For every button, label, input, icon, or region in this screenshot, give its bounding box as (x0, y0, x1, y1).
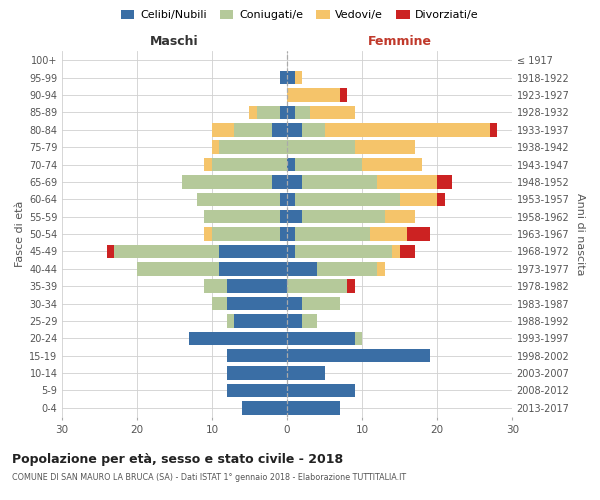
Bar (220, 140, 287, 154)
Bar (355, 140, 415, 154)
Bar (212, 158, 287, 172)
Bar (295, 158, 362, 172)
Bar (310, 106, 355, 119)
Bar (220, 244, 287, 258)
Bar (287, 175, 302, 188)
Bar (257, 106, 280, 119)
Bar (287, 228, 295, 241)
Bar (280, 106, 287, 119)
Bar (295, 71, 302, 85)
Bar (227, 366, 287, 380)
Bar (287, 332, 355, 345)
Bar (205, 210, 280, 224)
Bar (400, 192, 437, 206)
Bar (212, 140, 220, 154)
Bar (287, 297, 302, 310)
Bar (362, 158, 422, 172)
Bar (287, 314, 302, 328)
Text: Popolazione per età, sesso e stato civile - 2018: Popolazione per età, sesso e stato civil… (12, 452, 343, 466)
Bar (370, 228, 407, 241)
Bar (287, 192, 295, 206)
Bar (347, 280, 355, 293)
Bar (287, 106, 295, 119)
Bar (437, 175, 452, 188)
Bar (287, 158, 295, 172)
Bar (227, 280, 287, 293)
Bar (287, 88, 340, 102)
Bar (377, 175, 437, 188)
Bar (287, 366, 325, 380)
Bar (407, 228, 430, 241)
Bar (114, 244, 220, 258)
Bar (280, 71, 287, 85)
Bar (212, 228, 280, 241)
Bar (377, 262, 385, 276)
Bar (280, 228, 287, 241)
Bar (235, 314, 287, 328)
Bar (212, 123, 235, 136)
Bar (205, 228, 212, 241)
Bar (235, 123, 272, 136)
Bar (227, 384, 287, 397)
Bar (287, 210, 302, 224)
Bar (227, 297, 287, 310)
Bar (272, 123, 287, 136)
Bar (287, 244, 295, 258)
Bar (220, 262, 287, 276)
Bar (182, 175, 272, 188)
Bar (400, 244, 415, 258)
Bar (287, 349, 430, 362)
Bar (197, 192, 280, 206)
Bar (287, 140, 355, 154)
Y-axis label: Fasce di età: Fasce di età (15, 201, 25, 267)
Bar (287, 262, 317, 276)
Bar (302, 210, 385, 224)
Bar (295, 106, 310, 119)
Bar (437, 192, 445, 206)
Legend: Celibi/Nubili, Coniugati/e, Vedovi/e, Divorziati/e: Celibi/Nubili, Coniugati/e, Vedovi/e, Di… (117, 6, 483, 25)
Bar (302, 123, 325, 136)
Bar (250, 106, 257, 119)
Bar (212, 297, 227, 310)
Bar (190, 332, 287, 345)
Bar (355, 332, 362, 345)
Bar (385, 210, 415, 224)
Bar (242, 401, 287, 414)
Bar (302, 175, 377, 188)
Bar (287, 401, 340, 414)
Bar (295, 244, 392, 258)
Bar (302, 314, 317, 328)
Bar (205, 158, 212, 172)
Bar (340, 88, 347, 102)
Bar (302, 297, 340, 310)
Bar (272, 175, 287, 188)
Bar (205, 280, 227, 293)
Text: Maschi: Maschi (150, 35, 199, 48)
Bar (280, 210, 287, 224)
Bar (295, 228, 370, 241)
Bar (137, 262, 220, 276)
Bar (287, 280, 347, 293)
Bar (490, 123, 497, 136)
Bar (287, 71, 295, 85)
Bar (317, 262, 377, 276)
Bar (287, 123, 302, 136)
Bar (392, 244, 400, 258)
Text: COMUNE DI SAN MAURO LA BRUCA (SA) - Dati ISTAT 1° gennaio 2018 - Elaborazione TU: COMUNE DI SAN MAURO LA BRUCA (SA) - Dati… (12, 472, 406, 482)
Bar (107, 244, 114, 258)
Bar (280, 192, 287, 206)
Text: Femmine: Femmine (368, 35, 432, 48)
Y-axis label: Anni di nascita: Anni di nascita (575, 193, 585, 276)
Bar (227, 349, 287, 362)
Bar (325, 123, 490, 136)
Bar (287, 384, 355, 397)
Bar (295, 192, 400, 206)
Bar (227, 314, 235, 328)
